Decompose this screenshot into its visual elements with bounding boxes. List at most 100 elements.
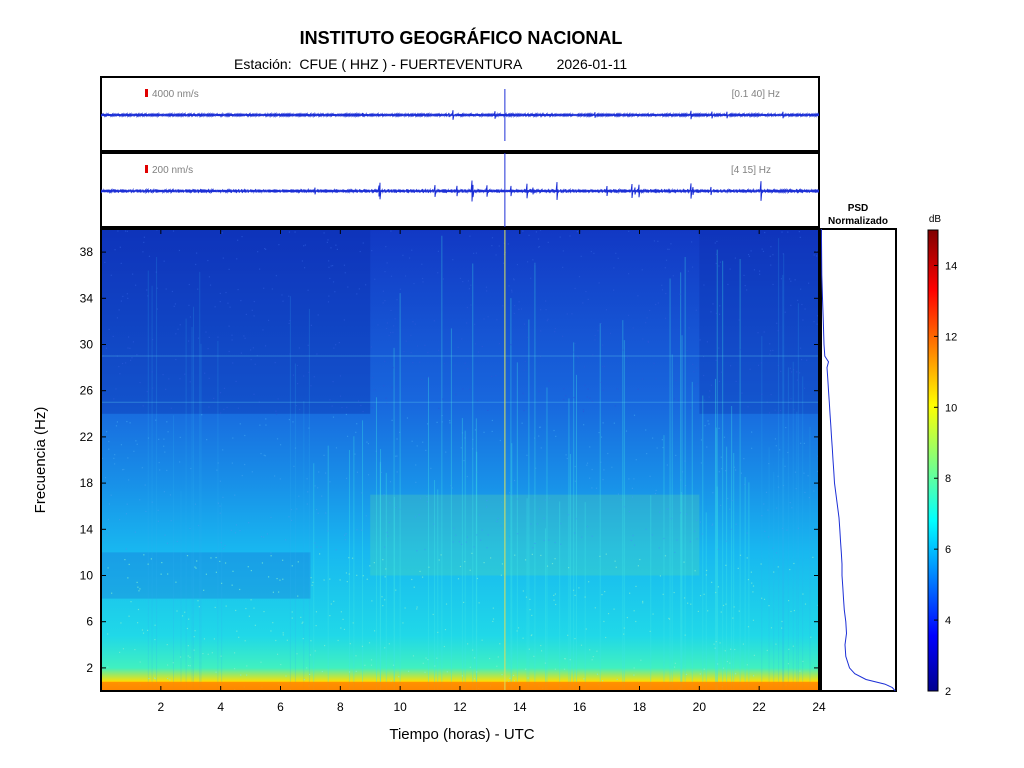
speckle [530,523,532,525]
colorbar-tick-label: 14 [945,260,957,272]
speckle [540,330,542,332]
speckle [169,679,171,681]
speckle [502,305,504,307]
speckle [204,372,206,374]
speckle [554,593,557,595]
speckle [769,343,771,345]
speckle [231,462,233,464]
speckle [338,341,340,344]
speckle [325,512,327,514]
speckle [641,269,643,271]
speckle [393,325,395,327]
speckle [776,507,778,509]
speckle [734,648,736,651]
speckle [526,454,528,456]
speckle [791,507,793,509]
speckle [623,506,625,508]
speckle [250,569,252,572]
speckle [380,471,382,474]
colorbar-tick-label: 10 [945,402,957,414]
speckle [486,499,488,502]
speckle [746,664,748,666]
speckle [525,596,528,598]
speckle [589,649,591,651]
speckle [470,304,472,306]
speckle [388,643,390,645]
speckle [554,331,556,333]
speckle [411,578,413,581]
speckle [780,370,782,372]
speckle [228,350,230,353]
speckle [790,398,792,400]
speckle [574,480,576,482]
speckle [234,532,237,534]
speckle [358,288,360,290]
speckle [184,611,186,613]
speckle [304,244,306,246]
speckle [718,313,721,315]
speckle [189,527,191,530]
speckle [516,533,519,535]
speckle [471,552,473,554]
speckle [155,271,157,273]
speckle [547,241,549,243]
speckle [330,247,332,249]
speckle [613,608,615,610]
speckle [302,621,304,623]
speckle [642,600,644,603]
speckle [696,383,698,385]
speckle [364,664,366,666]
speckle [527,261,529,263]
speckle [330,265,332,267]
speckle [108,531,110,533]
speckle [531,634,533,636]
speckle [471,448,474,450]
speckle [253,300,255,303]
speckle [810,538,813,540]
speckle [459,277,462,280]
speckle [703,668,705,670]
speckle [188,340,190,342]
speckle [718,265,720,267]
speckle [419,497,422,499]
speckle [220,542,222,544]
speckle [232,437,234,439]
speckle [223,547,225,550]
speckle [520,308,523,310]
speckle [508,492,511,494]
speckle [167,573,169,575]
speckle [739,349,741,351]
speckle [104,477,107,479]
speckle [794,279,796,281]
speckle [294,447,297,449]
speckle [291,565,293,567]
speckle [681,471,684,473]
speckle [584,384,586,386]
speckle [116,317,119,319]
speckle [737,567,739,569]
speckle [664,317,667,319]
speckle [451,487,453,489]
speckle [539,355,542,358]
speckle [219,292,221,295]
speckle [511,494,513,496]
speckle [413,282,415,285]
speckle [450,485,452,487]
speckle [367,474,370,476]
speckle [264,247,266,250]
speckle [310,577,312,579]
speckle [371,600,373,602]
speckle [790,371,793,373]
speckle [553,599,555,601]
speckle [679,293,681,295]
amplitude-scale-bar [145,89,148,97]
speckle [817,470,819,472]
speckle [661,284,663,286]
speckle [267,319,270,321]
speckle [569,659,571,661]
speckle [345,572,348,574]
speckle [384,270,386,273]
speckle [211,652,213,654]
speckle [689,541,691,543]
speckle [384,599,386,601]
